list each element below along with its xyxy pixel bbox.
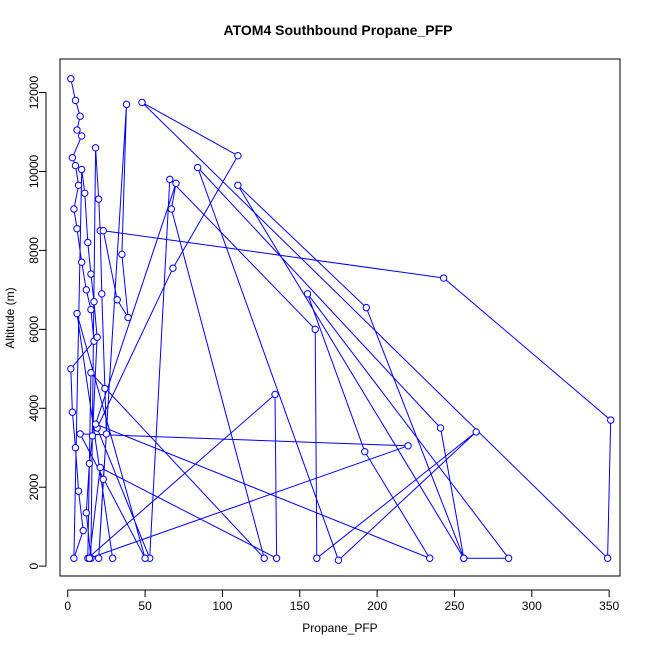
plot-frame — [59, 58, 621, 577]
data-point — [362, 303, 370, 312]
data-point — [99, 475, 108, 484]
data-point — [334, 556, 343, 564]
data-point — [313, 554, 321, 562]
data-point — [94, 195, 103, 203]
x-axis: 0 50 100 150 200 250 300 350 — [64, 589, 620, 613]
data-point — [77, 258, 86, 266]
data-point — [76, 430, 84, 438]
x-tick-label: 250 — [444, 599, 464, 613]
data-point — [603, 554, 612, 562]
data-point — [82, 286, 90, 294]
data-point — [108, 554, 117, 562]
x-tick-label: 0 — [64, 599, 71, 613]
data-point — [272, 554, 281, 562]
data-point — [73, 225, 81, 233]
series-layer — [67, 75, 615, 564]
data-point — [87, 270, 95, 278]
chart-title: ATOM4 Southbound Propane_PFP — [224, 22, 453, 38]
data-point — [76, 112, 84, 120]
data-point — [436, 424, 445, 432]
data-point — [84, 238, 92, 247]
data-point — [87, 305, 95, 314]
data-point — [122, 100, 131, 109]
y-tick-label: 2000 — [27, 474, 41, 501]
data-point — [77, 165, 86, 174]
data-point — [118, 250, 126, 259]
data-point — [138, 98, 146, 107]
y-tick-label: 6000 — [27, 316, 41, 343]
data-point — [77, 132, 86, 140]
data-point — [88, 432, 97, 440]
data-point — [98, 290, 106, 298]
data-point — [71, 161, 80, 170]
data-point — [102, 430, 111, 438]
x-tick-label: 150 — [290, 599, 310, 613]
data-point — [96, 463, 104, 472]
data-point — [81, 189, 89, 197]
y-tick-label: 0 — [27, 562, 41, 569]
x-tick-label: 100 — [212, 599, 232, 613]
data-point — [361, 447, 369, 456]
data-point — [70, 554, 78, 562]
data-point — [87, 369, 95, 377]
data-point — [67, 75, 75, 83]
data-point — [91, 144, 100, 152]
data-point — [169, 264, 177, 272]
data-point — [234, 151, 242, 160]
data-point — [141, 554, 149, 562]
data-point — [73, 309, 81, 318]
y-axis-label: Altitude (m) — [3, 287, 17, 348]
data-point — [311, 325, 319, 334]
y-tick-label: 10000 — [27, 154, 41, 188]
data-point — [167, 205, 176, 213]
x-tick-label: 200 — [367, 599, 387, 613]
data-point — [82, 509, 90, 517]
data-point — [166, 175, 174, 184]
data-point — [73, 126, 81, 134]
data-point — [124, 313, 132, 322]
data-point — [113, 296, 121, 304]
data-point — [303, 290, 312, 298]
data-point — [504, 554, 513, 562]
data-point — [74, 181, 83, 189]
data-point — [68, 153, 77, 162]
data-point — [460, 554, 468, 562]
data-point — [234, 181, 242, 189]
data-point — [193, 163, 202, 172]
data-point — [472, 428, 480, 436]
data-point — [94, 554, 103, 562]
x-axis-label: Propane_PFP — [302, 621, 377, 635]
data-point — [91, 420, 100, 428]
data-point — [439, 274, 448, 282]
x-tick-label: 300 — [522, 599, 542, 613]
data-point — [260, 554, 268, 562]
data-point — [172, 179, 180, 188]
x-tick-label: 350 — [599, 599, 619, 613]
y-tick-label: 4000 — [27, 395, 41, 422]
data-point — [68, 408, 77, 416]
data-point — [607, 416, 615, 424]
data-point — [93, 333, 101, 341]
data-point — [101, 384, 109, 393]
series-line — [70, 78, 612, 562]
data-point — [79, 526, 87, 535]
data-point — [74, 487, 83, 495]
data-point — [70, 205, 78, 213]
data-point — [426, 554, 434, 562]
y-tick-label: 12000 — [27, 76, 41, 110]
data-point — [99, 226, 108, 235]
data-point — [67, 365, 75, 373]
y-axis: 0 2000 4000 6000 8000 10000 12000 — [27, 76, 47, 569]
data-point — [71, 96, 80, 105]
data-point — [404, 442, 412, 450]
y-tick-label: 8000 — [27, 237, 41, 264]
data-point — [71, 444, 80, 452]
data-point — [271, 390, 279, 399]
data-point — [85, 459, 94, 468]
x-tick-label: 50 — [138, 599, 152, 613]
data-point — [90, 298, 98, 306]
data-point — [85, 554, 94, 562]
